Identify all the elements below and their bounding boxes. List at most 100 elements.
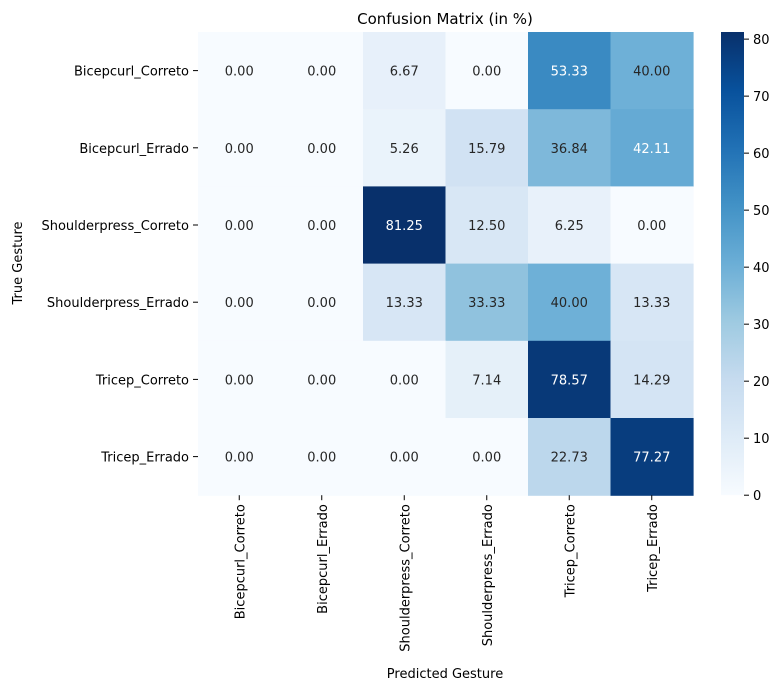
cell-value-label: 0.00 xyxy=(307,451,336,466)
heatmap-cell xyxy=(363,186,447,265)
y-tick-labels: Bicepcurl_Correto Bicepcurl_Errado Shoulde… xyxy=(41,65,198,466)
y-tick-label: Tricep_Errado xyxy=(100,451,189,466)
heatmap-cell xyxy=(363,418,447,496)
cell-value-label: 0.00 xyxy=(472,65,501,80)
heatmap-cell xyxy=(198,340,282,419)
cell-value-label: 14.29 xyxy=(633,373,670,388)
x-axis-label: Predicted Gesture xyxy=(387,667,503,682)
cell-value-label: 13.33 xyxy=(386,296,423,311)
colorbar-tick-label: 70 xyxy=(753,90,770,105)
heatmap-cell xyxy=(280,418,364,496)
heatmap-cell xyxy=(363,263,447,342)
cell-value-label: 0.00 xyxy=(225,219,254,234)
cell-value-label: 5.26 xyxy=(390,142,419,157)
heatmap-cell xyxy=(198,418,282,496)
cell-value-label: 40.00 xyxy=(633,65,670,80)
cell-value-label: 33.33 xyxy=(468,296,505,311)
heatmap-cell xyxy=(363,340,447,419)
heatmap-cell xyxy=(280,32,364,110)
cell-value-label: 0.00 xyxy=(225,373,254,388)
heatmap-cell xyxy=(445,340,529,419)
cell-value-label: 77.27 xyxy=(633,451,670,466)
x-tick-label: Bicepcurl_Correto xyxy=(233,504,248,619)
cell-value-label: 0.00 xyxy=(225,142,254,157)
heatmap-cell xyxy=(198,109,282,187)
colorbar-tick-label: 80 xyxy=(753,33,770,48)
heatmap-cell xyxy=(528,109,612,187)
colorbar-gradient xyxy=(721,32,744,496)
heatmap-cell xyxy=(528,263,612,342)
cell-value-label: 53.33 xyxy=(551,65,588,80)
heatmap-cells: 0.00 0.00 6.67 0.00 53.33 40.00 0.00 0.00 5.26 15… xyxy=(198,32,694,496)
heatmap-cell xyxy=(280,263,364,342)
heatmap-cell xyxy=(363,109,447,187)
cell-value-label: 12.50 xyxy=(468,219,505,234)
cell-value-label: 15.79 xyxy=(468,142,505,157)
cell-value-label: 13.33 xyxy=(633,296,670,311)
heatmap-cell xyxy=(528,186,612,265)
cell-value-label: 0.00 xyxy=(390,373,419,388)
cell-value-label: 36.84 xyxy=(551,142,588,157)
heatmap-cell xyxy=(610,32,694,110)
colorbar-tick-label: 0 xyxy=(753,489,761,504)
y-tick-label: Bicepcurl_Correto xyxy=(74,65,189,80)
heatmap-cell xyxy=(363,32,447,110)
cell-value-label: 0.00 xyxy=(225,451,254,466)
heatmap-cell xyxy=(280,186,364,265)
cell-value-label: 6.25 xyxy=(555,219,584,234)
heatmap-cell xyxy=(610,109,694,187)
heatmap-cell xyxy=(610,186,694,265)
heatmap-cell xyxy=(445,263,529,342)
cell-value-label: 0.00 xyxy=(225,65,254,80)
cell-value-label: 0.00 xyxy=(225,296,254,311)
y-tick-label: Shoulderpress_Errado xyxy=(47,296,189,311)
heatmap-cell xyxy=(280,340,364,419)
cell-value-label: 78.57 xyxy=(551,373,588,388)
heatmap-cell xyxy=(610,418,694,496)
y-tick-label: Shoulderpress_Correto xyxy=(41,219,189,234)
chart-title: Confusion Matrix (in %) xyxy=(357,10,533,28)
colorbar-tick-label: 50 xyxy=(753,204,770,219)
x-tick-labels: Bicepcurl_Correto Bicepcurl_Errado Shoulde… xyxy=(233,495,661,652)
x-tick-label: Shoulderpress_Errado xyxy=(481,504,496,646)
heatmap-cell xyxy=(445,109,529,187)
heatmap-cell xyxy=(198,263,282,342)
colorbar: 0 10 20 30 40 50 60 70 80 xyxy=(721,32,770,504)
heatmap-cell xyxy=(610,263,694,342)
heatmap-cell xyxy=(528,32,612,110)
heatmap-cell xyxy=(445,418,529,496)
cell-value-label: 7.14 xyxy=(472,373,501,388)
y-tick-label: Tricep_Correto xyxy=(95,373,189,388)
cell-value-label: 81.25 xyxy=(386,219,423,234)
y-tick-label: Bicepcurl_Errado xyxy=(79,142,189,157)
heatmap-cell xyxy=(528,418,612,496)
cell-value-label: 0.00 xyxy=(307,142,336,157)
heatmap-cell xyxy=(198,186,282,265)
cell-value-label: 0.00 xyxy=(472,451,501,466)
x-tick-label: Tricep_Correto xyxy=(563,504,578,598)
heatmap-cell xyxy=(445,186,529,265)
x-tick-label: Shoulderpress_Correto xyxy=(398,504,413,652)
cell-value-label: 0.00 xyxy=(307,65,336,80)
x-tick-label: Bicepcurl_Errado xyxy=(316,504,331,614)
y-axis-label: True Gesture xyxy=(11,222,26,306)
cell-value-label: 0.00 xyxy=(307,373,336,388)
colorbar-tick-label: 30 xyxy=(753,318,770,333)
heatmap-cell xyxy=(198,32,282,110)
cell-value-label: 0.00 xyxy=(390,451,419,466)
heatmap-cell xyxy=(610,340,694,419)
colorbar-tick-label: 10 xyxy=(753,432,770,447)
colorbar-tick-label: 60 xyxy=(753,147,770,162)
heatmap-cell xyxy=(445,32,529,110)
cell-value-label: 6.67 xyxy=(390,65,419,80)
x-tick-label: Tricep_Errado xyxy=(646,504,661,593)
cell-value-label: 22.73 xyxy=(551,451,588,466)
cell-value-label: 0.00 xyxy=(307,296,336,311)
cell-value-label: 40.00 xyxy=(551,296,588,311)
cell-value-label: 42.11 xyxy=(633,142,670,157)
cell-value-label: 0.00 xyxy=(307,219,336,234)
colorbar-tick-label: 20 xyxy=(753,375,770,390)
heatmap-cell xyxy=(280,109,364,187)
heatmap-cell xyxy=(528,340,612,419)
